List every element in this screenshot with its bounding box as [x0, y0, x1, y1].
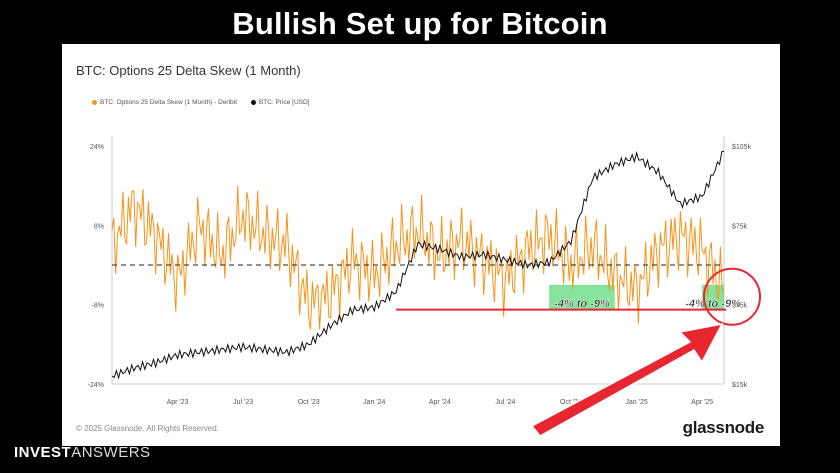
- legend-item-price[interactable]: BTC: Price [USD]: [250, 99, 310, 106]
- series-line-skew: [111, 185, 723, 330]
- annotation-circle: [703, 267, 761, 326]
- investanswers-logo: INVESTANSWERS: [14, 444, 151, 461]
- annotation-label: -4% to -9%: [685, 298, 741, 310]
- x-tick-label: Jan '25: [625, 399, 647, 406]
- legend: BTC: Options 25 Delta Skew (1 Month) - D…: [92, 99, 309, 106]
- series-line-price: [111, 150, 725, 380]
- x-tick-label: Apr '24: [429, 399, 451, 406]
- x-tick-label: Apr '25: [691, 399, 713, 406]
- x-tick-label: Apr '23: [167, 399, 189, 406]
- chart-title: BTC: Options 25 Delta Skew (1 Month): [76, 63, 301, 78]
- y-right-tick-label: $45k: [732, 303, 748, 310]
- y-right-tick-label: $15k: [732, 382, 748, 389]
- logo-light: ANSWERS: [71, 444, 151, 461]
- y-left-tick-label: -24%: [88, 382, 104, 389]
- legend-swatch-price: [250, 100, 256, 105]
- glassnode-logo: glassnode: [682, 418, 765, 437]
- x-tick-label: Oct '23: [298, 399, 320, 406]
- x-tick-label: Jul '24: [495, 399, 515, 406]
- highlight-box: [549, 284, 615, 310]
- chart-card: BTC: Options 25 Delta Skew (1 Month) BTC…: [62, 44, 780, 446]
- y-right-tick-label: $75k: [732, 223, 748, 230]
- chart-plot: 24% 8% -8% -24% $105k $75k $45k $15k Apr '23 Jul …: [88, 136, 761, 437]
- legend-item-skew[interactable]: BTC: Options 25 Delta Skew (1 Month) - D…: [92, 99, 237, 106]
- y-right-tick-label: $105k: [732, 144, 752, 151]
- annotation-arrow: [530, 322, 724, 437]
- annotation-label: -4% to -9%: [554, 298, 610, 310]
- logo-bold: INVEST: [14, 444, 72, 461]
- legend-label-skew: BTC: Options 25 Delta Skew (1 Month) - D…: [100, 99, 237, 106]
- legend-label-price: BTC: Price [USD]: [258, 99, 310, 106]
- legend-swatch-skew: [92, 100, 97, 105]
- x-tick-label: Jul '23: [233, 399, 253, 406]
- x-tick-label: Jan '24: [363, 399, 385, 406]
- y-left-tick-label: 8%: [94, 223, 104, 230]
- y-left-tick-label: -8%: [92, 303, 104, 310]
- headline: Bullish Set up for Bitcoin: [232, 6, 608, 41]
- x-tick-label: Oct '24: [560, 399, 582, 406]
- copyright: © 2025 Glassnode. All Rights Reserved.: [76, 424, 219, 433]
- y-left-tick-label: 24%: [90, 144, 104, 151]
